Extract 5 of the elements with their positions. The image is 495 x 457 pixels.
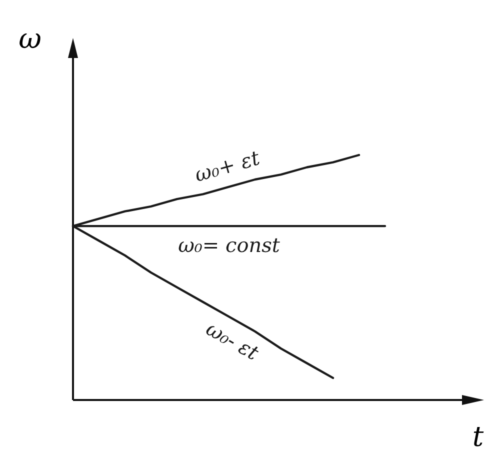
y-axis-title: ω [18, 22, 42, 55]
text: ω₀+ εt [192, 145, 264, 187]
text: ω₀- εt [202, 316, 264, 366]
series-label: ω₀= const [178, 233, 281, 258]
x-axis-title: t [472, 420, 484, 453]
